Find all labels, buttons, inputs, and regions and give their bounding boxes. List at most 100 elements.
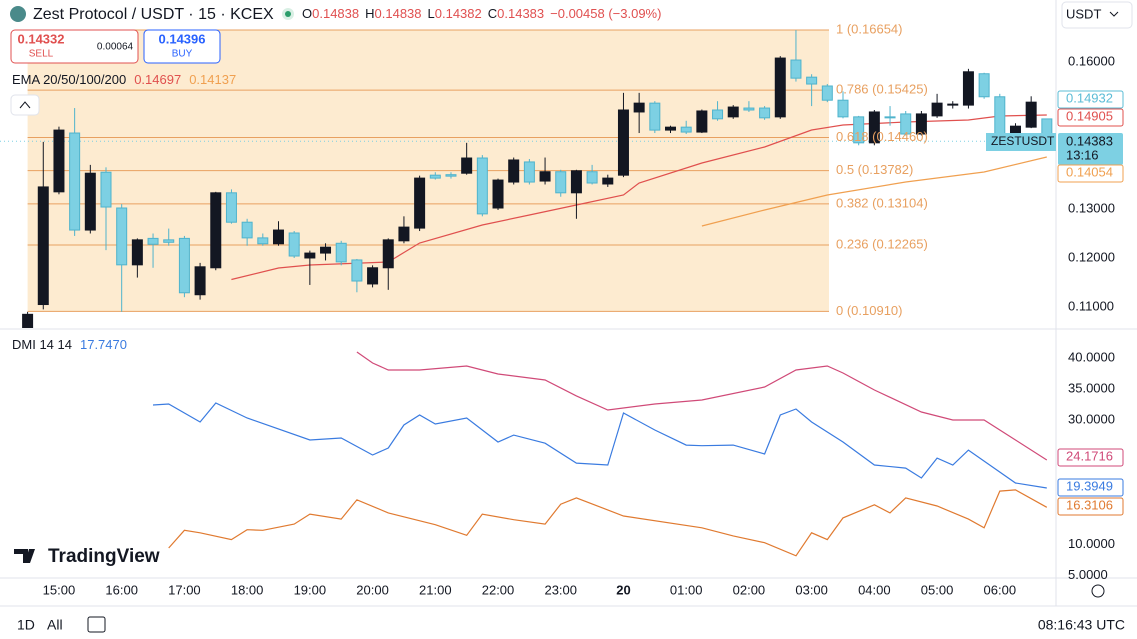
price-label: 0.14905 xyxy=(1066,108,1113,123)
candle-body xyxy=(774,57,786,118)
candle-body xyxy=(351,259,363,282)
last-value: 16.3106 xyxy=(1066,497,1113,512)
price-label: 0.14932 xyxy=(1066,90,1113,105)
ohlc-value: 0.14838 xyxy=(312,6,359,21)
candle-body xyxy=(884,116,896,119)
last-value: 24.1716 xyxy=(1066,448,1113,463)
candle-body xyxy=(367,267,379,285)
dmi-title: DMI 14 14 xyxy=(12,337,72,352)
range-button[interactable]: All xyxy=(47,617,63,633)
candle-body xyxy=(194,266,206,296)
price-label: 0.14054 xyxy=(1066,164,1113,179)
candle-body xyxy=(555,171,567,194)
candle-body xyxy=(53,129,65,193)
x-tick-label: 03:00 xyxy=(795,582,828,597)
candle-body xyxy=(962,71,974,106)
candle-body xyxy=(994,96,1006,135)
fib-label: 0.786 (0.15425) xyxy=(836,82,928,97)
currency-select[interactable] xyxy=(1061,1,1133,29)
candle-body xyxy=(272,229,284,245)
candle-body xyxy=(116,207,128,266)
overlay: Zest Protocol / USDT · 15 · KCEX O0.1483… xyxy=(10,1,1133,633)
dmi-pane xyxy=(152,351,1048,557)
ohlc-key: O xyxy=(302,6,312,21)
range-button[interactable]: 1D xyxy=(17,617,35,633)
ema-value: 0.14697 xyxy=(134,72,181,87)
ohlc-value: 0.14383 xyxy=(497,6,544,21)
date-range-icon[interactable] xyxy=(87,616,106,633)
candle-body xyxy=(335,242,347,263)
y-tick-label: 30.0000 xyxy=(1068,412,1115,427)
candle-body xyxy=(225,192,237,223)
candle-body xyxy=(931,102,943,117)
settings-icon[interactable] xyxy=(1091,584,1105,598)
ohlc-key: L xyxy=(428,6,435,21)
indicator-line xyxy=(168,489,1048,557)
candle-body xyxy=(900,113,912,135)
y-tick-label: 40.0000 xyxy=(1068,349,1115,364)
x-tick-label: 06:00 xyxy=(984,582,1017,597)
candle-body xyxy=(429,174,441,179)
candle-body xyxy=(727,106,739,118)
candle-body xyxy=(461,157,473,174)
candle-body xyxy=(304,252,316,259)
candle-body xyxy=(288,232,300,257)
candle-body xyxy=(241,221,253,239)
candle-body xyxy=(508,159,520,183)
ema-value: 0.14137 xyxy=(189,72,236,87)
x-tick-label: 04:00 xyxy=(858,582,891,597)
brand-name: TradingView xyxy=(48,546,160,567)
collapse-icon xyxy=(19,101,31,109)
candle-body xyxy=(398,226,410,242)
candle-body xyxy=(790,59,802,79)
candle-body xyxy=(320,246,332,254)
collapse-button[interactable] xyxy=(10,94,40,116)
x-tick-label: 21:00 xyxy=(419,582,452,597)
candle-body xyxy=(1009,125,1021,134)
candle-body xyxy=(633,102,645,113)
price-badge xyxy=(1058,133,1123,165)
x-tick-label: 17:00 xyxy=(168,582,201,597)
candle-body xyxy=(743,107,755,111)
y-tick-label: 0.12000 xyxy=(1068,249,1115,264)
sell-button[interactable] xyxy=(10,29,139,64)
y-tick-label: 0.11000 xyxy=(1068,298,1114,313)
x-tick-label: 19:00 xyxy=(294,582,327,597)
candle-body xyxy=(257,237,269,245)
price-badge xyxy=(986,133,1056,151)
x-tick-label: 05:00 xyxy=(921,582,954,597)
candle-body xyxy=(837,99,849,118)
candle-body xyxy=(821,85,833,101)
indicator-line xyxy=(701,156,1047,227)
candle-body xyxy=(696,110,708,133)
candle-body xyxy=(100,171,112,208)
candle-body xyxy=(806,76,818,85)
buy-button[interactable] xyxy=(143,29,221,64)
indicator-line xyxy=(356,351,1048,461)
candle-body xyxy=(947,103,959,106)
candle-body xyxy=(1025,101,1037,128)
x-tick-label: 01:00 xyxy=(670,582,703,597)
candle-body xyxy=(210,192,222,269)
candle-body xyxy=(163,239,175,243)
sell-label: SELL xyxy=(29,49,54,60)
price-badge xyxy=(1057,164,1124,183)
candle-body xyxy=(523,161,535,183)
x-tick-label: 15:00 xyxy=(43,582,76,597)
value-badge xyxy=(1057,497,1124,516)
candle-body xyxy=(617,109,629,176)
candle-body xyxy=(570,170,582,194)
ema-legend: EMA 20/50/100/200 0.14697 0.14137 xyxy=(12,72,236,87)
candle-body xyxy=(382,239,394,269)
fib-label: 0.382 (0.13104) xyxy=(836,195,928,210)
candle-body xyxy=(147,237,159,245)
status-dot-inner xyxy=(285,11,291,17)
candle-body xyxy=(131,239,143,266)
x-tick-label: 20:00 xyxy=(356,582,389,597)
candle-body xyxy=(712,109,724,120)
candle-body xyxy=(37,186,49,306)
symbol-badge: ZESTUSDT xyxy=(991,134,1055,148)
price-pane xyxy=(0,29,1055,328)
currency: USDT xyxy=(1066,6,1101,21)
candle-body xyxy=(84,172,96,231)
